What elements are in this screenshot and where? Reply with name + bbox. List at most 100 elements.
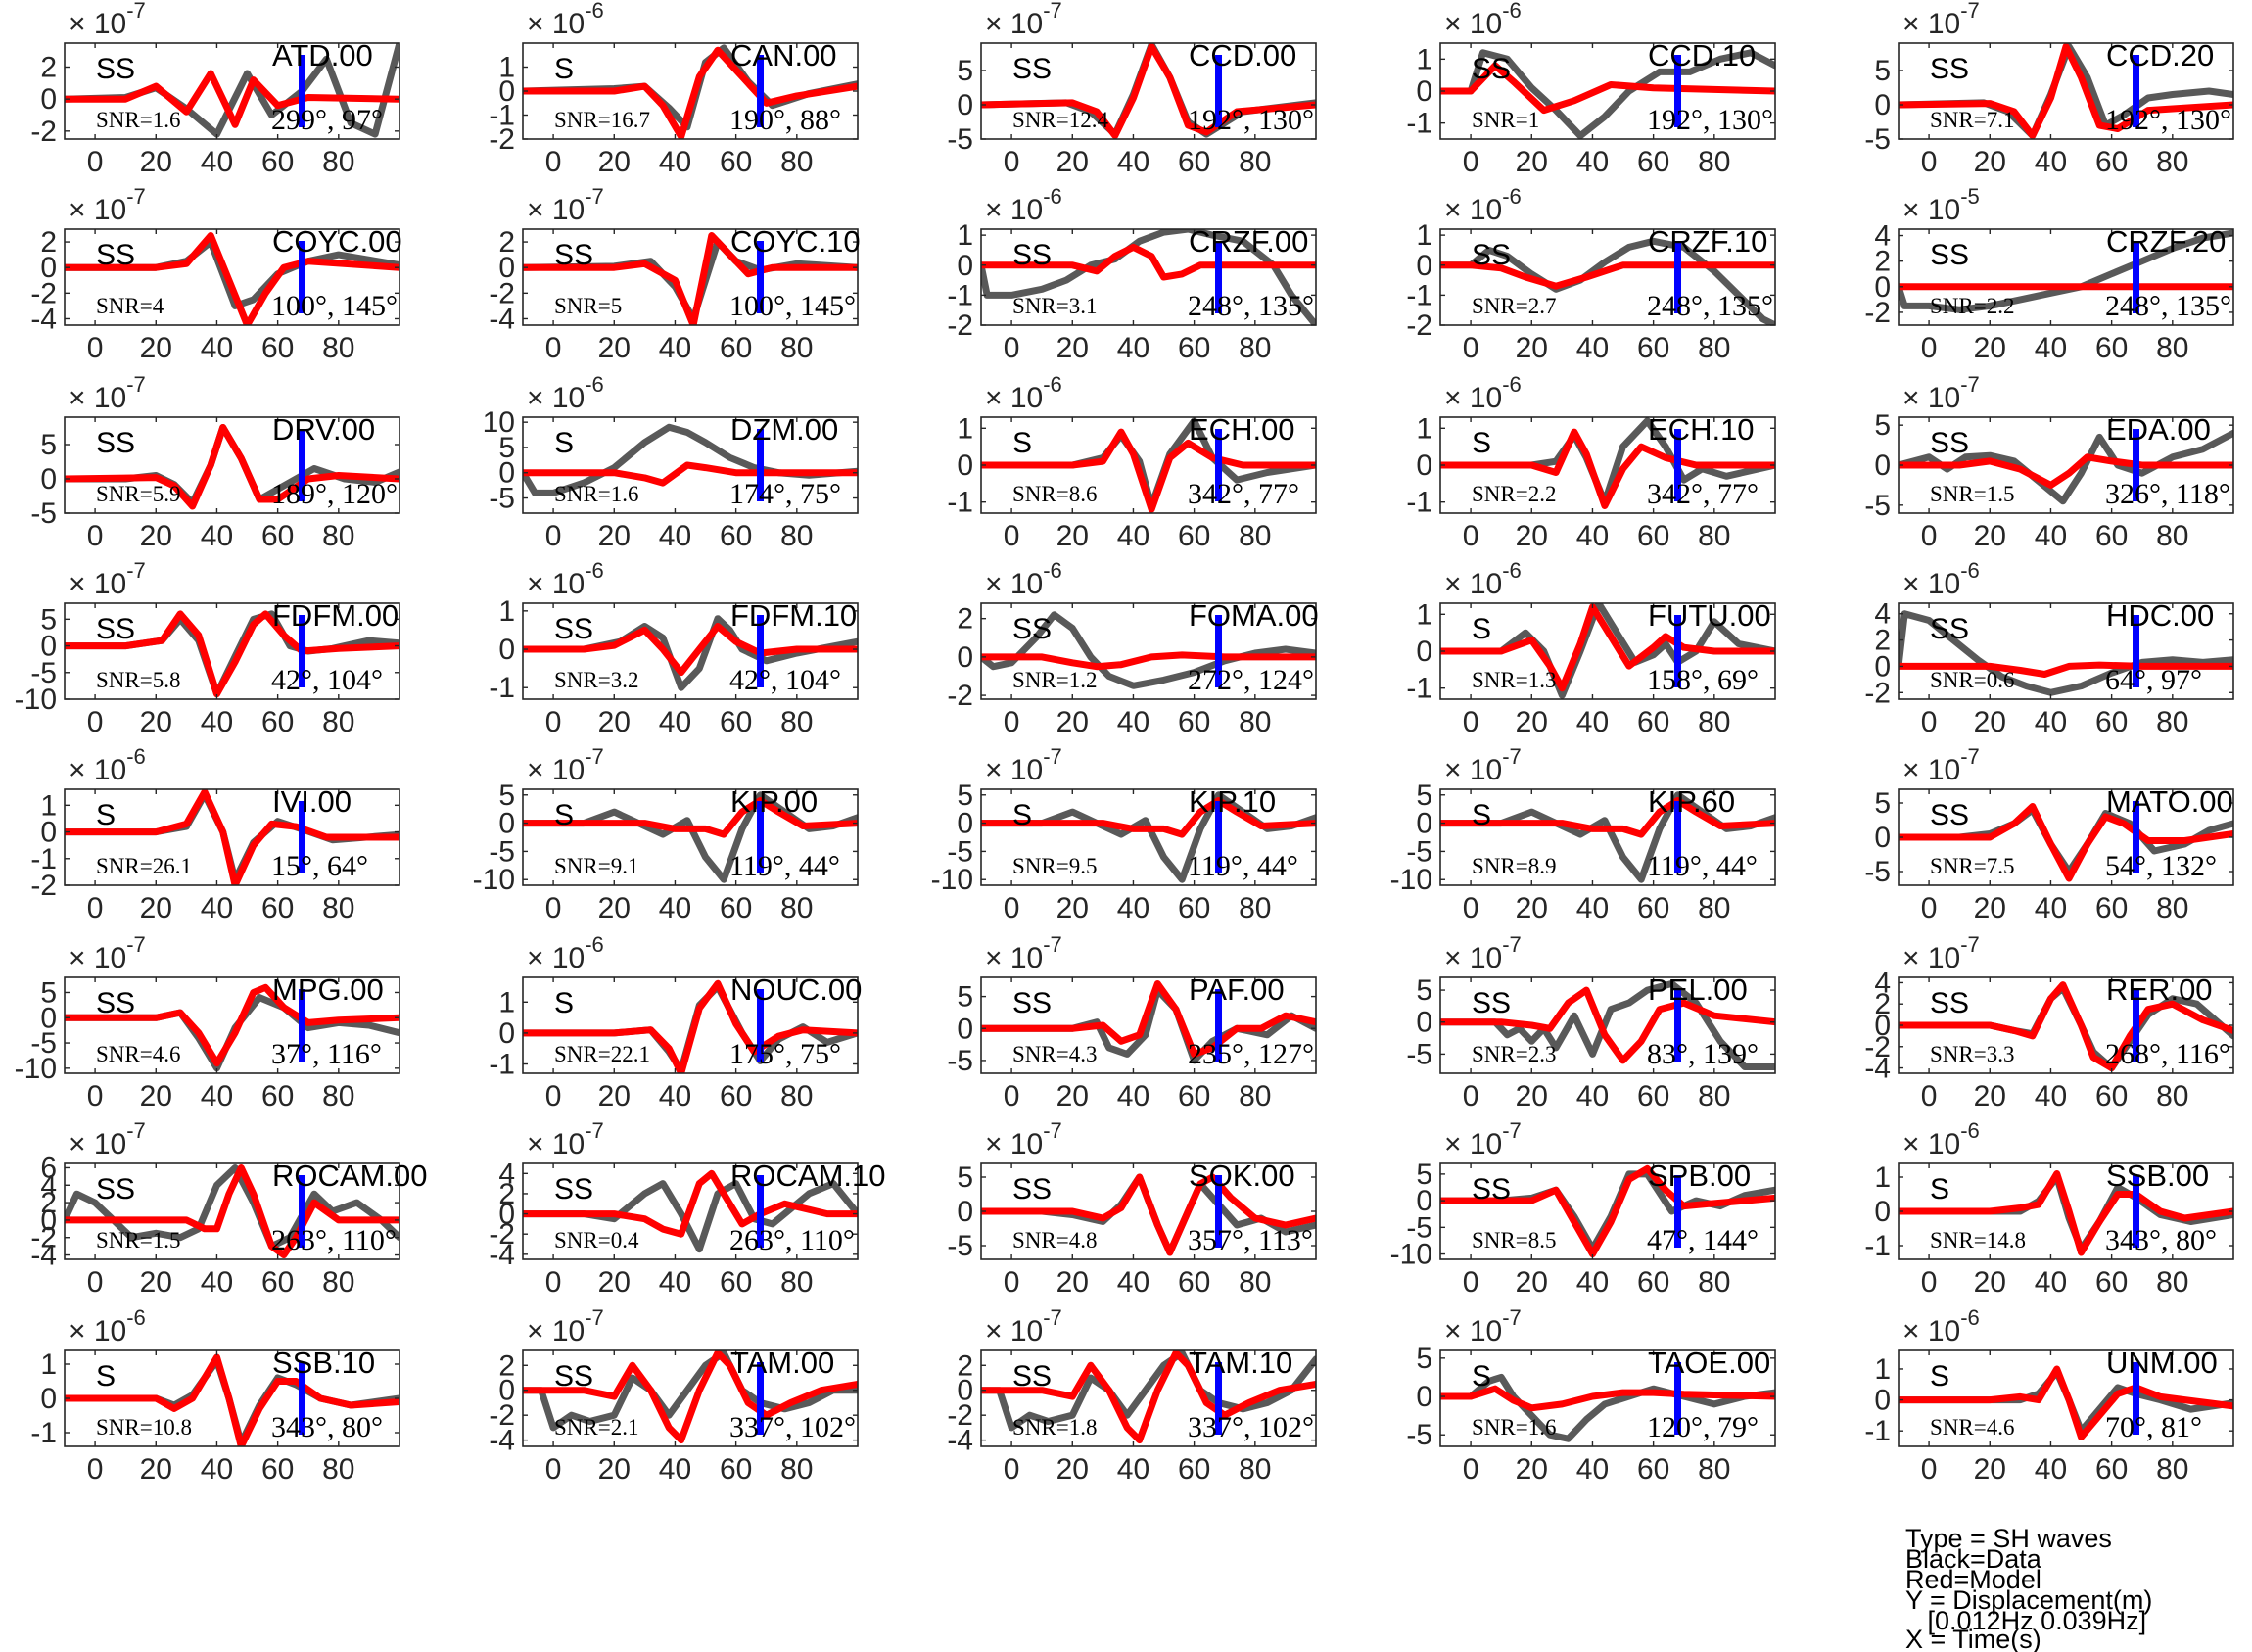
x-tick-label: 40 [201,706,233,738]
station-label: SSB.10 [272,1345,375,1380]
x-tick-label: 60 [1637,1080,1669,1112]
x-tick-label: 60 [1178,1453,1210,1486]
axes-box [522,1162,859,1260]
x-tick-label: 40 [659,706,691,738]
y-tick-label: 5 [40,976,57,1009]
x-tick-label: 40 [1576,520,1609,552]
y-tick-label: 4 [1874,967,1891,999]
x-tick-label: 40 [659,1453,691,1486]
station-label: ROCAM.00 [272,1158,427,1193]
snr-label: SNR=12.4 [1012,108,1108,132]
axes-box [1898,228,2234,326]
axes-box [64,976,400,1074]
phase-label: S [1012,799,1032,831]
x-tick-label: 20 [1516,1266,1548,1298]
y-tick-label: 0 [498,634,515,666]
x-tick-label: 0 [545,1266,562,1298]
x-tick-label: 60 [261,146,294,178]
x-tick-label: 80 [2156,706,2188,738]
y-tick-label: 4 [40,1169,57,1202]
x-tick-label: 40 [1117,706,1149,738]
y-tick-label: 0 [40,1002,57,1034]
x-tick-label: 60 [261,706,294,738]
y-tick-label: -2 [1864,297,1891,329]
x-tick-label: 40 [1117,1266,1149,1298]
y-tick-label: -10 [15,684,57,716]
y-exponent-label: × 10-6 [1902,558,1980,600]
y-tick-label: 0 [1874,89,1891,121]
station-label: KIP.60 [1648,784,1735,819]
snr-label: SNR=2.2 [1472,482,1556,506]
phase-label: SS [96,613,135,645]
x-tick-label: 60 [720,706,752,738]
y-exponent-label: × 10-7 [527,1305,604,1347]
azimuth-distance-label: 54°, 132° [2105,850,2217,882]
x-tick-label: 0 [1921,892,1938,924]
x-tick-label: 80 [322,1453,354,1486]
y-tick-label: -1 [30,1417,57,1449]
phase-label: SS [96,427,135,459]
station-label: PAF.00 [1189,972,1285,1007]
x-tick-label: 40 [659,1266,691,1298]
y-exponent-label: × 10-7 [1902,932,1980,974]
model-trace [981,1350,1316,1444]
y-tick-label: 2 [1874,625,1891,657]
y-exponent-label: × 10-6 [527,0,604,40]
station-label: CRZF.20 [2106,224,2226,259]
model-trace [1899,43,2233,139]
y-tick-label: 0 [957,1375,973,1407]
x-tick-label: 0 [1004,1453,1020,1486]
subplot-taoe-00: 0 20 40 60 80 5 0 -5 × 10-7 S TAOE.00 SNR=1.6 120°, … [1406,1305,1776,1486]
x-tick-label: 80 [2156,1453,2188,1486]
x-tick-label: 40 [2035,1453,2067,1486]
y-exponent-label: × 10-7 [69,1118,146,1160]
station-label: CCD.20 [2106,38,2214,72]
station-label: RER.00 [2106,972,2213,1007]
y-exponent-label: × 10-7 [985,932,1062,974]
x-tick-label: 60 [720,1080,752,1112]
model-trace [1899,1170,2233,1256]
phase-label: SS [1472,1173,1511,1205]
axes-box [522,416,859,514]
y-tick-label: 6 [40,1152,57,1184]
station-label: TAM.00 [730,1345,834,1380]
y-tick-label: 0 [1874,650,1891,683]
x-tick-label: 80 [322,1266,354,1298]
y-tick-label: -5 [947,835,973,868]
model-trace [523,1169,858,1238]
axes-box [64,1162,400,1260]
x-tick-label: 80 [780,892,813,924]
x-tick-label: 80 [2156,146,2188,178]
station-label: FOMA.00 [1189,598,1319,633]
y-tick-label: 0 [498,1375,515,1407]
x-tick-label: 60 [1178,1080,1210,1112]
x-tick-label: 20 [598,1080,631,1112]
y-exponent-label: × 10-6 [985,372,1062,414]
y-exponent-label: × 10-6 [1444,558,1522,600]
y-exponent-label: × 10-7 [527,744,604,786]
x-tick-label: 80 [322,706,354,738]
x-tick-label: 0 [545,1453,562,1486]
y-tick-label: 1 [498,595,515,628]
phase-label: SS [1012,1360,1052,1392]
station-label: SSB.00 [2106,1158,2209,1193]
x-tick-label: 20 [1516,1453,1548,1486]
x-tick-label: 60 [261,1266,294,1298]
y-tick-label: 0 [1416,808,1432,840]
snr-label: SNR=4 [96,294,164,318]
y-exponent-label: × 10-7 [985,744,1062,786]
model-trace [523,797,858,838]
x-tick-label: 0 [1463,332,1479,364]
snr-label: SNR=8.6 [1012,482,1097,506]
x-tick-label: 20 [1974,1080,2006,1112]
axes-box [1898,1349,2234,1447]
y-tick-label: 0 [40,83,57,116]
data-trace [1440,237,1775,325]
azimuth-distance-label: 15°, 64° [271,850,368,882]
station-label: HDC.00 [2106,598,2214,633]
model-trace [1899,453,2233,489]
x-tick-label: 20 [1056,1080,1089,1112]
